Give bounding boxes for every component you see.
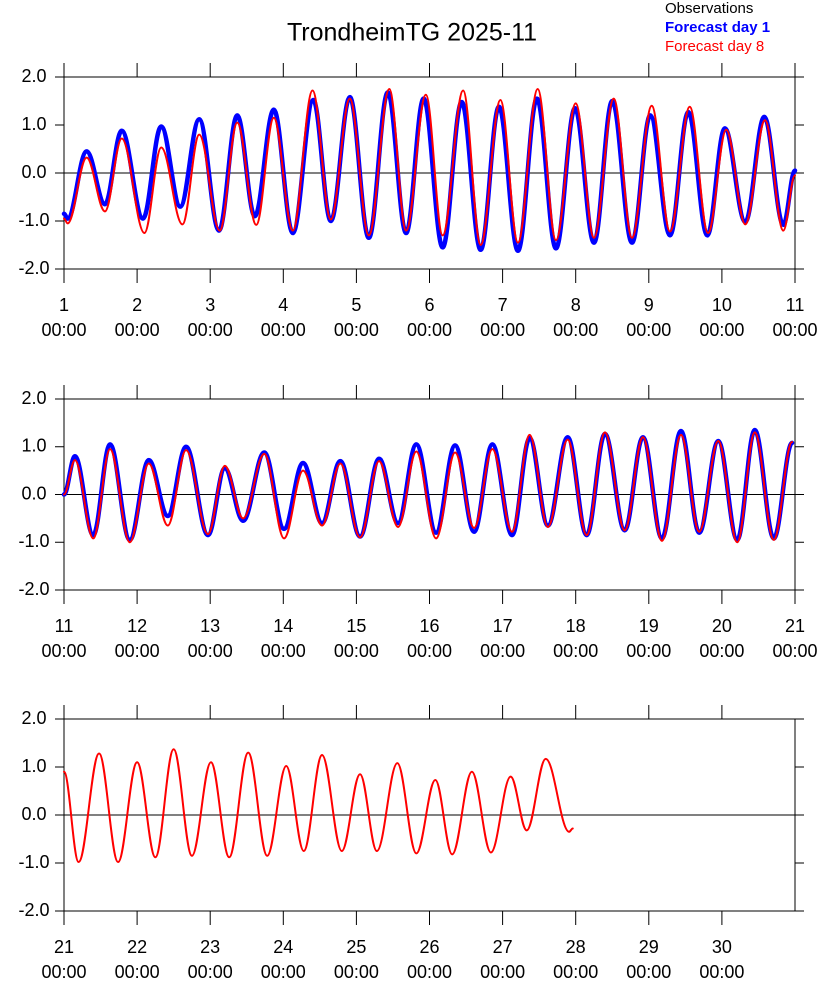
x-tick-label: 00:00 xyxy=(41,962,86,981)
x-tick-label: 3 xyxy=(205,295,215,315)
x-tick-label: 00:00 xyxy=(626,641,671,661)
x-tick-label: 5 xyxy=(351,295,361,315)
x-tick-label: 00:00 xyxy=(188,320,233,340)
x-tick-label: 24 xyxy=(273,937,293,957)
y-tick-label: 2.0 xyxy=(21,708,46,728)
x-tick-label: 21 xyxy=(54,937,74,957)
y-tick-label: 0.0 xyxy=(21,483,46,503)
x-tick-label: 00:00 xyxy=(480,962,525,981)
x-tick-label: 10 xyxy=(712,295,732,315)
x-tick-label: 00:00 xyxy=(553,320,598,340)
x-tick-label: 6 xyxy=(424,295,434,315)
x-tick-label: 00:00 xyxy=(480,320,525,340)
y-tick-label: 1.0 xyxy=(21,436,46,456)
x-tick-label: 00:00 xyxy=(626,962,671,981)
x-tick-label: 00:00 xyxy=(480,641,525,661)
x-tick-label: 19 xyxy=(639,616,659,636)
x-tick-label: 00:00 xyxy=(41,641,86,661)
data-line xyxy=(61,427,795,543)
y-tick-label: -1.0 xyxy=(18,531,49,551)
x-tick-label: 00:00 xyxy=(553,641,598,661)
x-tick-label: 20 xyxy=(712,616,732,636)
x-tick-label: 27 xyxy=(493,937,513,957)
y-tick-label: -2.0 xyxy=(18,579,49,599)
x-tick-label: 00:00 xyxy=(772,641,817,661)
x-tick-label: 00:00 xyxy=(699,962,744,981)
x-tick-label: 29 xyxy=(639,937,659,957)
x-tick-label: 21 xyxy=(785,616,805,636)
x-tick-label: 00:00 xyxy=(334,962,379,981)
y-tick-label: -1.0 xyxy=(18,210,49,230)
x-tick-label: 9 xyxy=(644,295,654,315)
x-tick-label: 4 xyxy=(278,295,288,315)
x-tick-label: 11 xyxy=(55,616,74,636)
x-tick-label: 00:00 xyxy=(626,320,671,340)
legend-entry: Observations xyxy=(665,0,753,17)
x-tick-label: 00:00 xyxy=(188,962,233,981)
x-tick-label: 00:00 xyxy=(699,320,744,340)
x-tick-label: 17 xyxy=(493,616,513,636)
y-tick-label: -2.0 xyxy=(18,258,49,278)
x-tick-label: 8 xyxy=(571,295,581,315)
x-tick-label: 25 xyxy=(346,937,366,957)
x-tick-label: 26 xyxy=(419,937,439,957)
x-tick-label: 00:00 xyxy=(261,320,306,340)
x-tick-label: 7 xyxy=(498,295,508,315)
data-line xyxy=(63,748,574,864)
x-tick-label: 12 xyxy=(127,616,147,636)
x-tick-label: 23 xyxy=(200,937,220,957)
x-tick-label: 00:00 xyxy=(188,641,233,661)
y-tick-label: 0.0 xyxy=(21,804,46,824)
y-tick-label: 1.0 xyxy=(21,756,46,776)
x-tick-label: 18 xyxy=(566,616,586,636)
chart-title: TrondheimTG 2025-11 xyxy=(287,19,537,47)
x-tick-label: 00:00 xyxy=(115,320,160,340)
x-tick-label: 00:00 xyxy=(261,962,306,981)
x-tick-label: 30 xyxy=(712,937,732,957)
x-tick-label: 13 xyxy=(200,616,220,636)
x-tick-label: 14 xyxy=(273,616,293,636)
y-tick-label: 1.0 xyxy=(21,114,46,134)
x-tick-label: 1 xyxy=(59,295,69,315)
x-tick-label: 28 xyxy=(566,937,586,957)
x-tick-label: 00:00 xyxy=(115,962,160,981)
data-line xyxy=(63,431,794,544)
x-tick-label: 00:00 xyxy=(261,641,306,661)
y-tick-label: 0.0 xyxy=(21,162,46,182)
y-tick-label: -1.0 xyxy=(18,852,49,872)
x-tick-label: 16 xyxy=(419,616,439,636)
y-tick-label: -2.0 xyxy=(18,900,49,920)
x-tick-label: 11 xyxy=(786,295,805,315)
data-line xyxy=(63,88,796,246)
x-tick-label: 15 xyxy=(346,616,366,636)
legend-entry: Forecast day 1 xyxy=(665,19,770,36)
x-tick-label: 00:00 xyxy=(115,641,160,661)
y-tick-label: 2.0 xyxy=(21,388,46,408)
x-tick-label: 00:00 xyxy=(407,962,452,981)
x-tick-label: 00:00 xyxy=(41,320,86,340)
x-tick-label: 00:00 xyxy=(553,962,598,981)
x-tick-label: 00:00 xyxy=(407,320,452,340)
x-tick-label: 22 xyxy=(127,937,147,957)
y-tick-label: 2.0 xyxy=(21,66,46,86)
x-tick-label: 00:00 xyxy=(407,641,452,661)
x-tick-label: 00:00 xyxy=(772,320,817,340)
x-tick-label: 2 xyxy=(132,295,142,315)
x-tick-label: 00:00 xyxy=(334,320,379,340)
legend-entry: Forecast day 8 xyxy=(665,38,764,55)
data-line xyxy=(61,90,798,254)
x-tick-label: 00:00 xyxy=(699,641,744,661)
x-tick-label: 00:00 xyxy=(334,641,379,661)
